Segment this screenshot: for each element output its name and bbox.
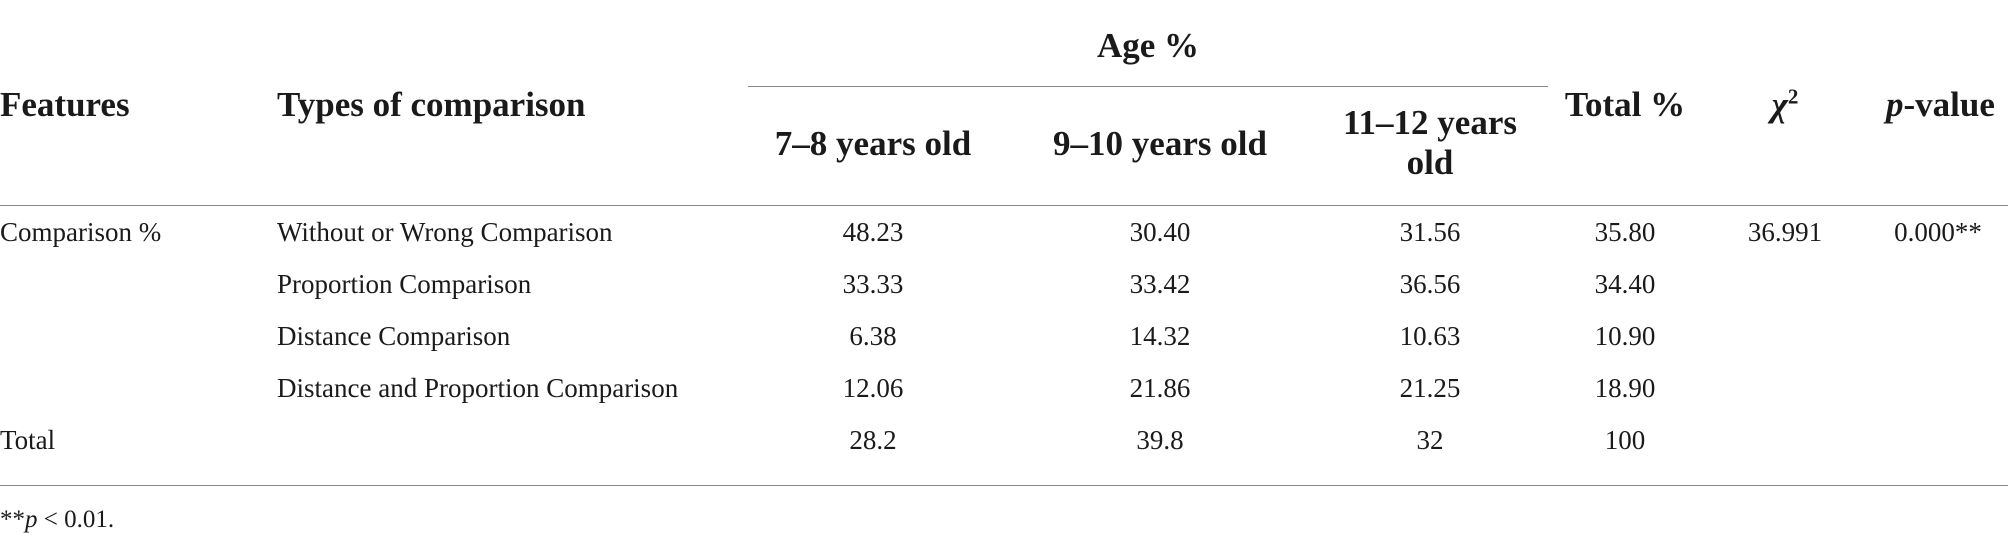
cell-age-7-8: 12.06 [842, 373, 904, 403]
cell-age-11-12: 36.56 [1399, 269, 1461, 299]
header-age-group: Age % [1096, 26, 1200, 65]
cell-age-9-10: 39.8 [1136, 425, 1184, 455]
cell-total: 100 [1604, 425, 1646, 455]
chi-symbol: χ [1771, 85, 1788, 124]
cell-age-11-12: 10.63 [1399, 321, 1461, 351]
cell-age-11-12: 31.56 [1399, 217, 1461, 247]
cell-type: Distance and Proportion Comparison [277, 373, 679, 403]
cell-type: Proportion Comparison [277, 269, 532, 299]
cell-age-7-8: 33.33 [842, 269, 904, 299]
cell-age-7-8: 28.2 [849, 425, 897, 455]
header-total: Total % [1564, 85, 1686, 124]
age-group-rule [748, 86, 1548, 87]
cell-total: 10.90 [1594, 321, 1656, 351]
header-bottom-rule [0, 205, 2008, 206]
header-age-11-12-line1: 11–12 years [1342, 103, 1517, 142]
cell-age-11-12: 32 [1416, 425, 1444, 455]
cell-total: 35.80 [1594, 217, 1656, 247]
header-p-value: p-value [1886, 85, 1995, 125]
cell-p-value: 0.000** [1894, 217, 1982, 247]
cell-total: 34.40 [1594, 269, 1656, 299]
header-features: Features [0, 85, 130, 124]
footnote-rest: < 0.01. [37, 506, 115, 533]
cell-age-9-10: 21.86 [1129, 373, 1191, 403]
cell-chi-square: 36.991 [1747, 217, 1823, 247]
cell-age-7-8: 48.23 [842, 217, 904, 247]
footnote-stars: ** [0, 506, 25, 533]
cell-feature: Total [0, 425, 56, 455]
cell-type: Without or Wrong Comparison [277, 217, 613, 247]
header-types-of-comparison: Types of comparison [277, 85, 586, 124]
cell-type: Distance Comparison [277, 321, 511, 351]
cell-age-7-8: 6.38 [849, 321, 897, 351]
header-age-11-12-line2: old [1406, 143, 1454, 182]
cell-age-9-10: 30.40 [1129, 217, 1191, 247]
header-age-9-10: 9–10 years old [1053, 124, 1267, 163]
header-chi-square: χ2 [1730, 85, 1840, 125]
cell-age-9-10: 33.42 [1129, 269, 1191, 299]
cell-feature: Comparison % [0, 217, 162, 247]
header-p-rest: -value [1903, 85, 1995, 124]
footnote: **p < 0.01. [0, 504, 114, 536]
chi-superscript: 2 [1787, 84, 1799, 109]
cell-age-9-10: 14.32 [1129, 321, 1191, 351]
header-p-italic: p [1886, 85, 1904, 124]
header-age-11-12: 11–12 years old [1300, 103, 1560, 183]
cell-age-11-12: 21.25 [1399, 373, 1461, 403]
cell-total: 18.90 [1594, 373, 1656, 403]
footnote-p: p [25, 506, 38, 533]
header-age-7-8: 7–8 years old [774, 124, 972, 163]
table-bottom-rule [0, 485, 2008, 486]
